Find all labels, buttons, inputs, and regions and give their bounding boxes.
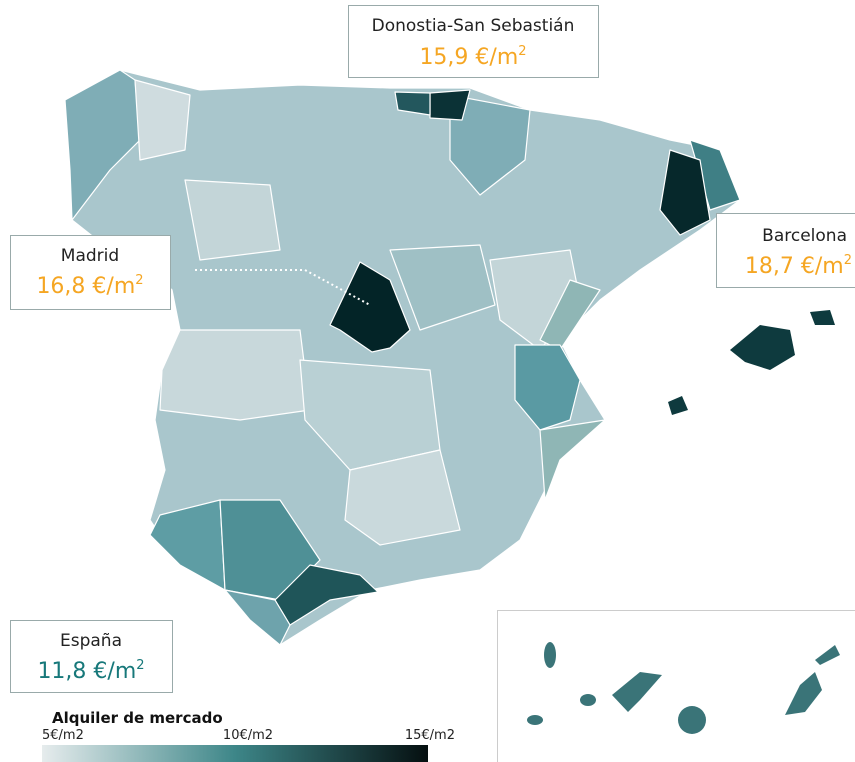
balearic-islands <box>668 310 835 415</box>
callout-value: 15,9 €/m2 <box>419 44 526 70</box>
canary-islands <box>527 642 840 734</box>
mainland <box>64 69 741 646</box>
legend: Alquiler de mercado 5€/m2 10€/m2 15€/m2 <box>42 709 455 762</box>
legend-title: Alquiler de mercado <box>52 709 223 727</box>
callout-value: 18,7 €/m2 <box>745 253 852 279</box>
legend-tick: 10€/m2 <box>223 728 273 743</box>
callout-espana: España 11,8 €/m2 <box>10 620 173 693</box>
legend-tick: 5€/m2 <box>42 728 84 743</box>
callout-name: España <box>60 631 122 651</box>
callout-box <box>348 5 599 78</box>
callout-madrid: Madrid 16,8 €/m2 <box>10 235 171 310</box>
callout-barcelona: Barcelona 18,7 €/m2 <box>716 213 855 288</box>
barcelona-region <box>659 149 711 236</box>
canarias-inset <box>497 610 855 762</box>
madrid-leader <box>195 269 371 306</box>
callout-name: Barcelona <box>762 226 847 246</box>
legend-tick: 15€/m2 <box>405 728 455 743</box>
callout-donostia: Donostia-San Sebastián 15,9 €/m2 <box>348 5 599 78</box>
callout-box <box>10 620 173 693</box>
callout-name: Madrid <box>61 246 119 266</box>
callout-name: Donostia-San Sebastián <box>372 16 575 36</box>
madrid-region <box>329 261 411 353</box>
callout-box <box>716 213 855 288</box>
callout-box <box>10 235 171 310</box>
legend-gradient <box>42 745 428 762</box>
callout-value: 11,8 €/m2 <box>37 658 144 684</box>
callout-value: 16,8 €/m2 <box>36 273 143 299</box>
